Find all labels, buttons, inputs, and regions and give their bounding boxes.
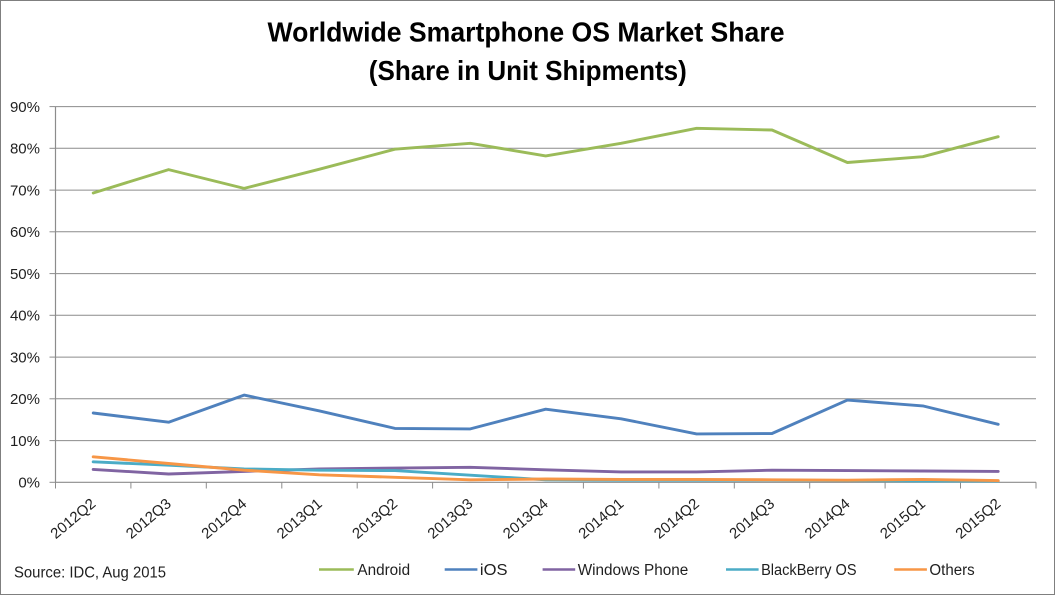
svg-text:Source: IDC, Aug 2015: Source: IDC, Aug 2015 [14,565,166,582]
svg-text:30%: 30% [10,349,40,366]
svg-text:(Share in Unit Shipments): (Share in Unit Shipments) [369,55,687,86]
svg-text:70%: 70% [10,182,40,199]
svg-text:Others: Others [929,562,975,579]
svg-text:80%: 80% [10,141,40,158]
svg-text:Worldwide Smartphone OS Market: Worldwide Smartphone OS Market Share [268,17,785,48]
svg-text:50%: 50% [10,266,40,283]
svg-text:40%: 40% [10,308,40,325]
svg-text:10%: 10% [10,433,40,450]
svg-text:60%: 60% [10,224,40,241]
svg-text:90%: 90% [10,99,40,116]
svg-text:20%: 20% [10,391,40,408]
svg-text:Windows Phone: Windows Phone [578,562,689,579]
svg-text:Android: Android [357,562,410,579]
svg-text:iOS: iOS [480,562,508,579]
svg-text:0%: 0% [18,475,40,492]
svg-text:BlackBerry OS: BlackBerry OS [761,562,857,579]
